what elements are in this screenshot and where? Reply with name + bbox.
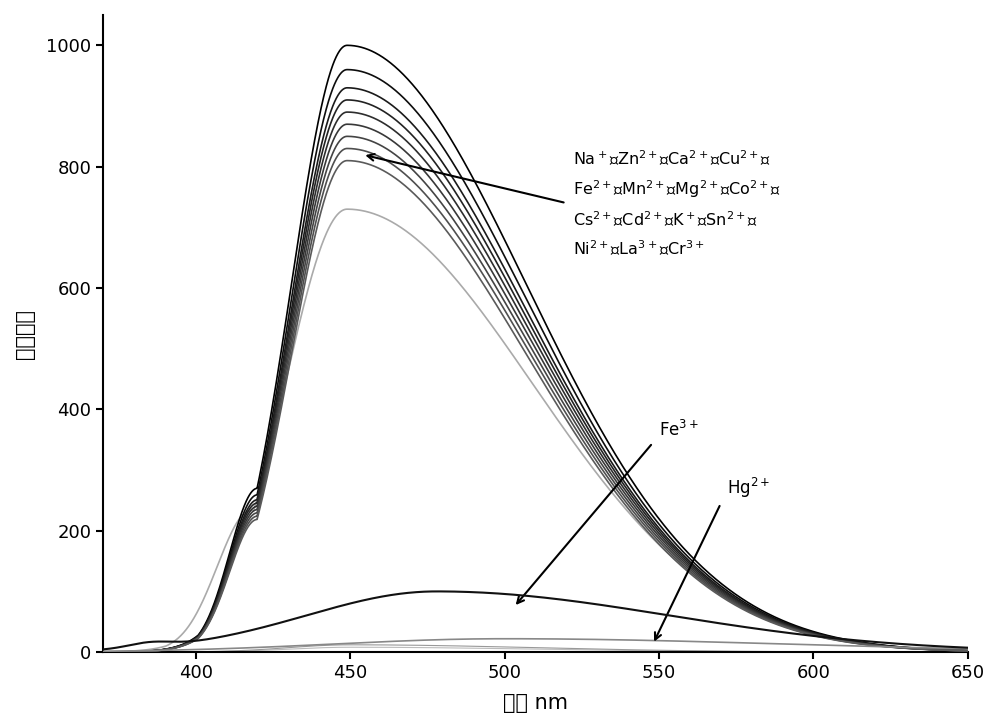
X-axis label: 波长 nm: 波长 nm xyxy=(503,693,568,713)
Text: Fe$^{3+}$: Fe$^{3+}$ xyxy=(659,419,699,440)
Text: Na$^+$、Zn$^{2+}$、Ca$^{2+}$、Cu$^{2+}$、
Fe$^{2+}$、Mn$^{2+}$、Mg$^{2+}$、Co$^{2+}$、
C: Na$^+$、Zn$^{2+}$、Ca$^{2+}$、Cu$^{2+}$、 Fe… xyxy=(573,149,781,258)
Y-axis label: 吸收强度: 吸收强度 xyxy=(15,309,35,359)
Text: Hg$^{2+}$: Hg$^{2+}$ xyxy=(727,476,770,500)
